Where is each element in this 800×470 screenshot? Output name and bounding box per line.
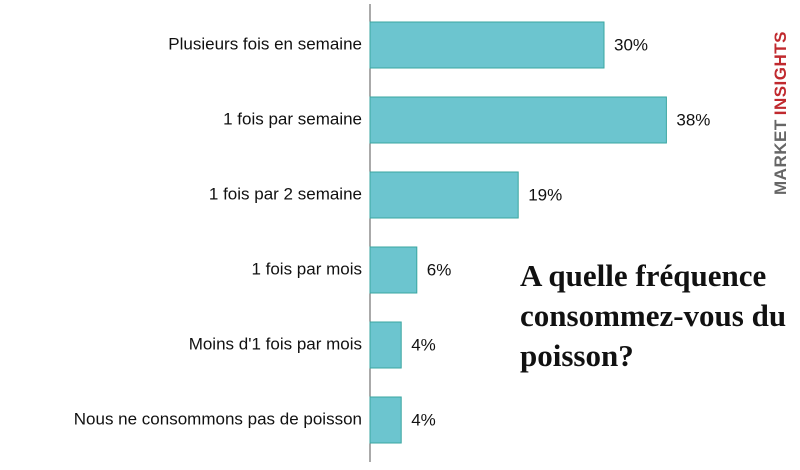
category-label: 1 fois par 2 semaine [209, 184, 362, 203]
category-label: Nous ne consommons pas de poisson [74, 409, 362, 428]
value-label: 4% [411, 410, 436, 429]
value-label: 30% [614, 35, 648, 54]
value-label: 4% [411, 335, 436, 354]
value-label: 38% [676, 110, 710, 129]
brand: MARKET INSIGHTS [771, 31, 790, 195]
value-label: 19% [528, 185, 562, 204]
brand-first: MARKET [771, 119, 790, 195]
chart-title: A quelle fréquence consommez-vous du poi… [520, 258, 787, 373]
value-label: 6% [427, 260, 452, 279]
brand-second: INSIGHTS [771, 31, 790, 115]
category-label: Plusieurs fois en semaine [168, 34, 362, 53]
category-label: Moins d'1 fois par mois [189, 334, 362, 353]
bar [369, 396, 402, 444]
bar [369, 246, 418, 294]
category-label: 1 fois par mois [251, 259, 362, 278]
category-label: 1 fois par semaine [223, 109, 362, 128]
bar [369, 171, 519, 219]
bar [369, 96, 667, 144]
bar [369, 21, 605, 69]
bar [369, 321, 402, 369]
